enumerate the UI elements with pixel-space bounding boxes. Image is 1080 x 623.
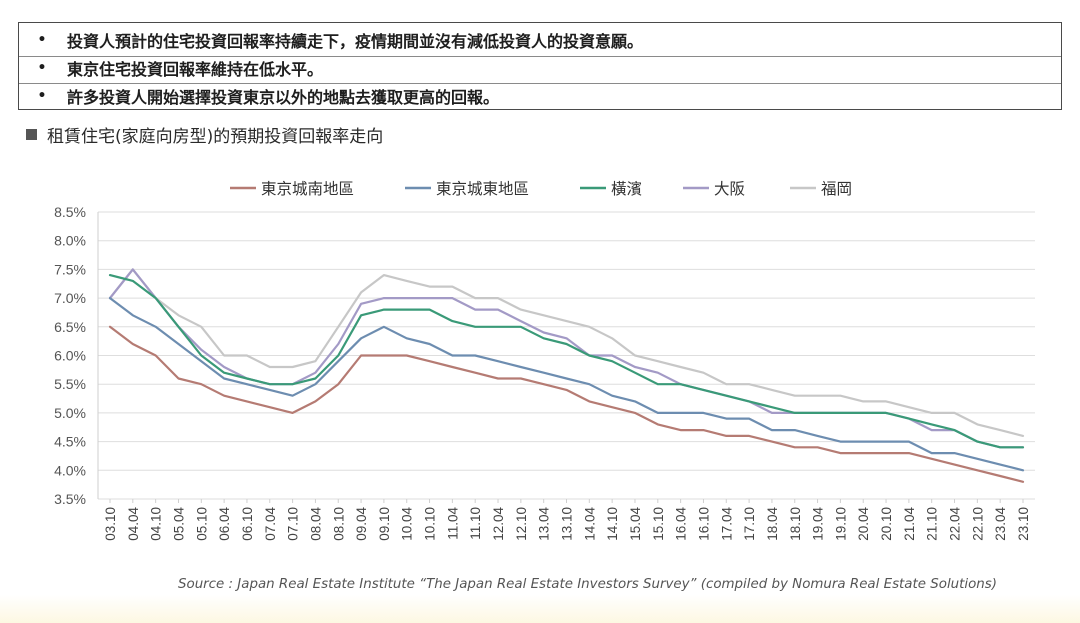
x-tick-label: 18.04 [765, 507, 780, 541]
x-tick-label: 19.10 [833, 507, 848, 541]
y-tick-label: 6.0% [54, 348, 86, 364]
x-tick-label: 18.10 [788, 507, 803, 541]
series-line-5 [108, 268, 1025, 437]
x-tick-label: 03.10 [103, 507, 118, 541]
x-tick-label: 21.04 [902, 507, 917, 541]
legend-label: 橫濱 [611, 180, 642, 198]
summary-bullet: • 投資人預計的住宅投資回報率持續走下，疫情期間並沒有減低投資人的投資意願。 [19, 28, 644, 52]
x-tick-label: 22.10 [970, 507, 985, 541]
y-tick-label: 4.5% [54, 434, 86, 450]
divider [19, 56, 1061, 57]
x-tick-label: 22.04 [948, 507, 963, 541]
x-tick-label: 11.10 [468, 507, 483, 540]
x-tick-label: 13.04 [537, 507, 552, 541]
x-tick-label: 17.04 [719, 507, 734, 541]
x-tick-label: 21.10 [925, 507, 940, 541]
y-tick-label: 6.5% [54, 319, 86, 335]
x-tick-label: 13.10 [560, 507, 575, 541]
bullet-marker: • [37, 88, 47, 104]
legend-label: 東京城東地區 [436, 180, 529, 198]
bullet-marker: • [37, 60, 47, 76]
bullet-marker: • [37, 32, 47, 48]
x-tick-label: 12.04 [491, 507, 506, 541]
legend-label: 大阪 [714, 180, 745, 198]
x-tick-label: 14.04 [582, 507, 597, 541]
y-tick-label: 5.0% [54, 405, 86, 421]
x-tick-label: 20.04 [856, 507, 871, 541]
summary-box: • 投資人預計的住宅投資回報率持續走下，疫情期間並沒有減低投資人的投資意願。 •… [18, 22, 1062, 110]
x-tick-label: 15.04 [628, 507, 643, 541]
legend-label: 福岡 [821, 180, 852, 198]
x-tick-label: 17.10 [742, 507, 757, 541]
x-tick-label: 20.10 [879, 507, 894, 541]
x-tick-label: 07.04 [263, 507, 278, 541]
chart-title: 租賃住宅(家庭向房型)的預期投資回報率走向 [26, 122, 383, 147]
bullet-text: 東京住宅投資回報率維持在低水平。 [67, 60, 324, 79]
x-tick-label: 10.04 [400, 507, 415, 541]
x-tick-label: 10.10 [423, 507, 438, 541]
square-bullet-icon [26, 129, 37, 140]
x-tick-label: 04.04 [126, 507, 141, 541]
x-tick-label: 07.10 [286, 507, 301, 541]
x-tick-label: 05.04 [171, 507, 186, 541]
legend-label: 東京城南地區 [261, 180, 354, 198]
y-tick-label: 8.0% [54, 233, 86, 249]
x-tick-label: 06.10 [240, 507, 255, 541]
source-note: Source : Japan Real Estate Institute “Th… [178, 577, 997, 592]
x-tick-label: 15.10 [651, 507, 666, 541]
series-line-1 [108, 325, 1025, 483]
x-tick-label: 16.04 [674, 507, 689, 541]
x-tick-label: 08.10 [331, 507, 346, 541]
x-tick-label: 23.10 [1016, 507, 1031, 541]
bullet-text: 投資人預計的住宅投資回報率持續走下，疫情期間並沒有減低投資人的投資意願。 [67, 32, 644, 51]
series-line-2 [108, 297, 1025, 472]
y-tick-label: 5.5% [54, 376, 86, 392]
series-line-3 [108, 274, 1025, 449]
series-line-4 [108, 268, 1025, 449]
divider [19, 83, 1061, 84]
x-tick-label: 19.04 [811, 507, 826, 541]
summary-bullet: • 東京住宅投資回報率維持在低水平。 [19, 56, 324, 80]
bullet-text: 許多投資人開始選擇投資東京以外的地點去獲取更高的回報。 [67, 88, 500, 107]
y-tick-label: 4.0% [54, 462, 86, 478]
y-tick-label: 8.5% [54, 204, 86, 220]
x-tick-label: 08.04 [308, 507, 323, 541]
y-tick-label: 7.5% [54, 261, 86, 277]
x-tick-label: 23.04 [993, 507, 1008, 541]
x-tick-label: 11.04 [445, 507, 460, 540]
x-tick-label: 06.04 [217, 507, 232, 541]
x-tick-label: 14.10 [605, 507, 620, 541]
x-tick-label: 09.04 [354, 507, 369, 541]
x-tick-label: 12.10 [514, 507, 529, 541]
y-tick-label: 7.0% [54, 290, 86, 306]
x-tick-label: 05.10 [194, 507, 209, 541]
summary-bullet: • 許多投資人開始選擇投資東京以外的地點去獲取更高的回報。 [19, 84, 500, 108]
x-tick-label: 04.10 [149, 507, 164, 541]
chart-title-text: 租賃住宅(家庭向房型)的預期投資回報率走向 [47, 127, 384, 147]
y-tick-label: 3.5% [54, 491, 86, 507]
x-tick-label: 16.10 [696, 507, 711, 541]
page-background-tint [0, 595, 1080, 623]
x-tick-label: 09.10 [377, 507, 392, 541]
